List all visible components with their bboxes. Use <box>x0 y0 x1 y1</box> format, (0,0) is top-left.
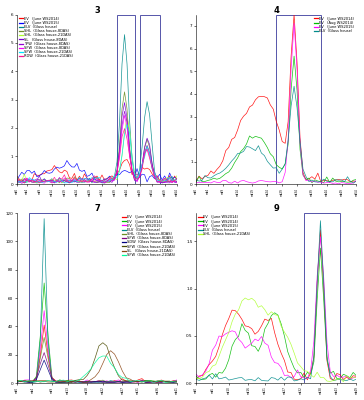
Legend: EV   (June WS2014), EV   (June WS2015), ELV  (Glass house), SHL  (Glass house-8D: EV (June WS2014), EV (June WS2015), ELV … <box>19 16 74 59</box>
Title: 3: 3 <box>94 6 100 14</box>
Bar <box>276 14 321 184</box>
Legend: EV   (June WS2014), EV   (June WS2014), EV   (June WS2015), ELV  (Glass house), : EV (June WS2014), EV (June WS2014), EV (… <box>121 215 175 257</box>
Title: 9: 9 <box>273 204 279 213</box>
Title: 7: 7 <box>94 204 100 213</box>
Bar <box>28 213 68 383</box>
Title: 4: 4 <box>273 6 279 14</box>
Bar <box>139 14 159 184</box>
Bar <box>304 213 340 383</box>
Legend: EV   (June WS2014), EV   (Aug WS2014), EV   (June WS2015), ELV  (Glass house): EV (June WS2014), EV (Aug WS2014), EV (J… <box>314 16 355 34</box>
Legend: EV   (June WS2014), EV   (June WS2014), EV   (June WS2015), ELV  (Glass house), : EV (June WS2014), EV (June WS2014), EV (… <box>198 215 251 236</box>
Bar <box>117 14 135 184</box>
